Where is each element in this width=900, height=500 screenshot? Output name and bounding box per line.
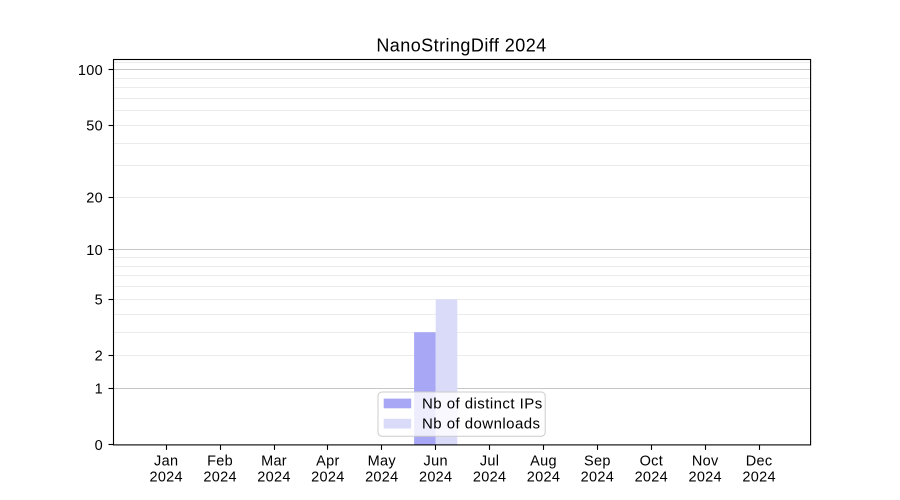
svg-text:Oct: Oct bbox=[640, 453, 663, 469]
svg-text:1: 1 bbox=[95, 382, 103, 398]
svg-text:10: 10 bbox=[86, 243, 103, 259]
svg-text:2024: 2024 bbox=[149, 470, 182, 486]
svg-text:May: May bbox=[368, 453, 397, 469]
svg-text:2024: 2024 bbox=[311, 470, 344, 486]
svg-text:Jan: Jan bbox=[154, 453, 178, 469]
svg-text:Mar: Mar bbox=[261, 453, 287, 469]
svg-text:100: 100 bbox=[78, 63, 103, 79]
svg-text:Nb of distinct IPs: Nb of distinct IPs bbox=[422, 396, 543, 413]
svg-text:5: 5 bbox=[95, 292, 103, 308]
svg-text:2024: 2024 bbox=[419, 470, 452, 486]
svg-text:2024: 2024 bbox=[203, 470, 236, 486]
svg-text:Apr: Apr bbox=[316, 453, 339, 469]
svg-text:2: 2 bbox=[95, 349, 103, 365]
svg-text:Feb: Feb bbox=[207, 453, 233, 469]
svg-text:2024: 2024 bbox=[742, 470, 775, 486]
svg-text:0: 0 bbox=[95, 438, 103, 454]
svg-text:2024: 2024 bbox=[365, 470, 398, 486]
svg-text:2024: 2024 bbox=[257, 470, 290, 486]
svg-text:2024: 2024 bbox=[527, 470, 560, 486]
svg-text:Jul: Jul bbox=[480, 453, 499, 469]
svg-text:2024: 2024 bbox=[473, 470, 506, 486]
svg-text:2024: 2024 bbox=[635, 470, 668, 486]
svg-text:2024: 2024 bbox=[688, 470, 721, 486]
svg-text:NanoStringDiff 2024: NanoStringDiff 2024 bbox=[376, 35, 546, 55]
svg-text:Nov: Nov bbox=[692, 453, 719, 469]
svg-text:Dec: Dec bbox=[746, 453, 773, 469]
svg-text:20: 20 bbox=[86, 190, 103, 206]
svg-text:Jun: Jun bbox=[424, 453, 448, 469]
svg-text:2024: 2024 bbox=[581, 470, 614, 486]
svg-text:Nb of downloads: Nb of downloads bbox=[422, 416, 541, 433]
svg-text:50: 50 bbox=[86, 118, 103, 134]
svg-text:Aug: Aug bbox=[530, 453, 557, 469]
svg-text:Sep: Sep bbox=[584, 453, 611, 469]
